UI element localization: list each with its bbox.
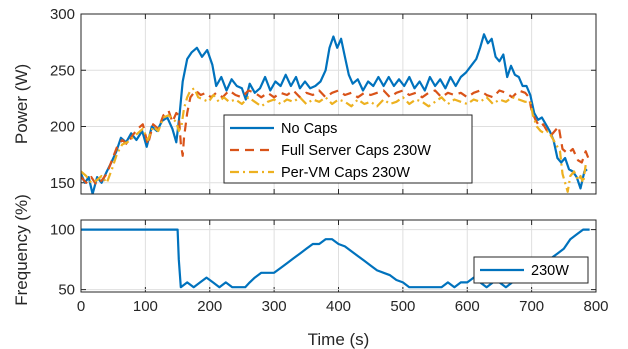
x-tick-label: 800 <box>583 298 608 315</box>
legend-entry-label: 230W <box>531 263 569 279</box>
axes-box <box>80 13 597 195</box>
legend: No Caps Full Server Caps 230W Per-VM Caps … <box>223 114 473 184</box>
x-tick-label: 400 <box>326 298 351 315</box>
x-tick-label: 0 <box>77 298 85 315</box>
y-tick-label: 300 <box>50 6 75 23</box>
x-tick-label: 200 <box>197 298 222 315</box>
series-line-full-server-caps-230w <box>81 89 590 187</box>
frequency-panel: 0 100 200 300 400 500 600 700 800 50 100 Frequency … <box>12 194 609 349</box>
x-tick-label: 100 <box>133 298 158 315</box>
power-panel: 150 200 250 300 Power (W) No Caps Full Server … <box>12 6 597 195</box>
x-tick-label: 300 <box>262 298 287 315</box>
y-tick-label: 100 <box>50 222 75 239</box>
legend-entry-label: Full Server Caps 230W <box>281 143 431 159</box>
y-axis-label: Frequency (%) <box>12 194 31 305</box>
x-tick-label: 600 <box>455 298 480 315</box>
series-line-per-vm-caps-230w <box>81 87 587 193</box>
legend: 230W <box>473 256 589 284</box>
y-tick-label: 50 <box>58 282 75 299</box>
y-tick-label: 200 <box>50 119 75 136</box>
x-tick-label: 500 <box>390 298 415 315</box>
legend-entry-label: No Caps <box>281 121 337 137</box>
x-axis-label: Time (s) <box>308 330 370 349</box>
y-tick-label: 250 <box>50 62 75 79</box>
axes-box <box>80 219 597 293</box>
legend-entry-label: Per-VM Caps 230W <box>281 165 410 181</box>
x-tick-label: 700 <box>519 298 544 315</box>
series-line-no-caps <box>81 33 588 194</box>
y-axis-label: Power (W) <box>12 64 31 144</box>
y-tick-label: 150 <box>50 175 75 192</box>
